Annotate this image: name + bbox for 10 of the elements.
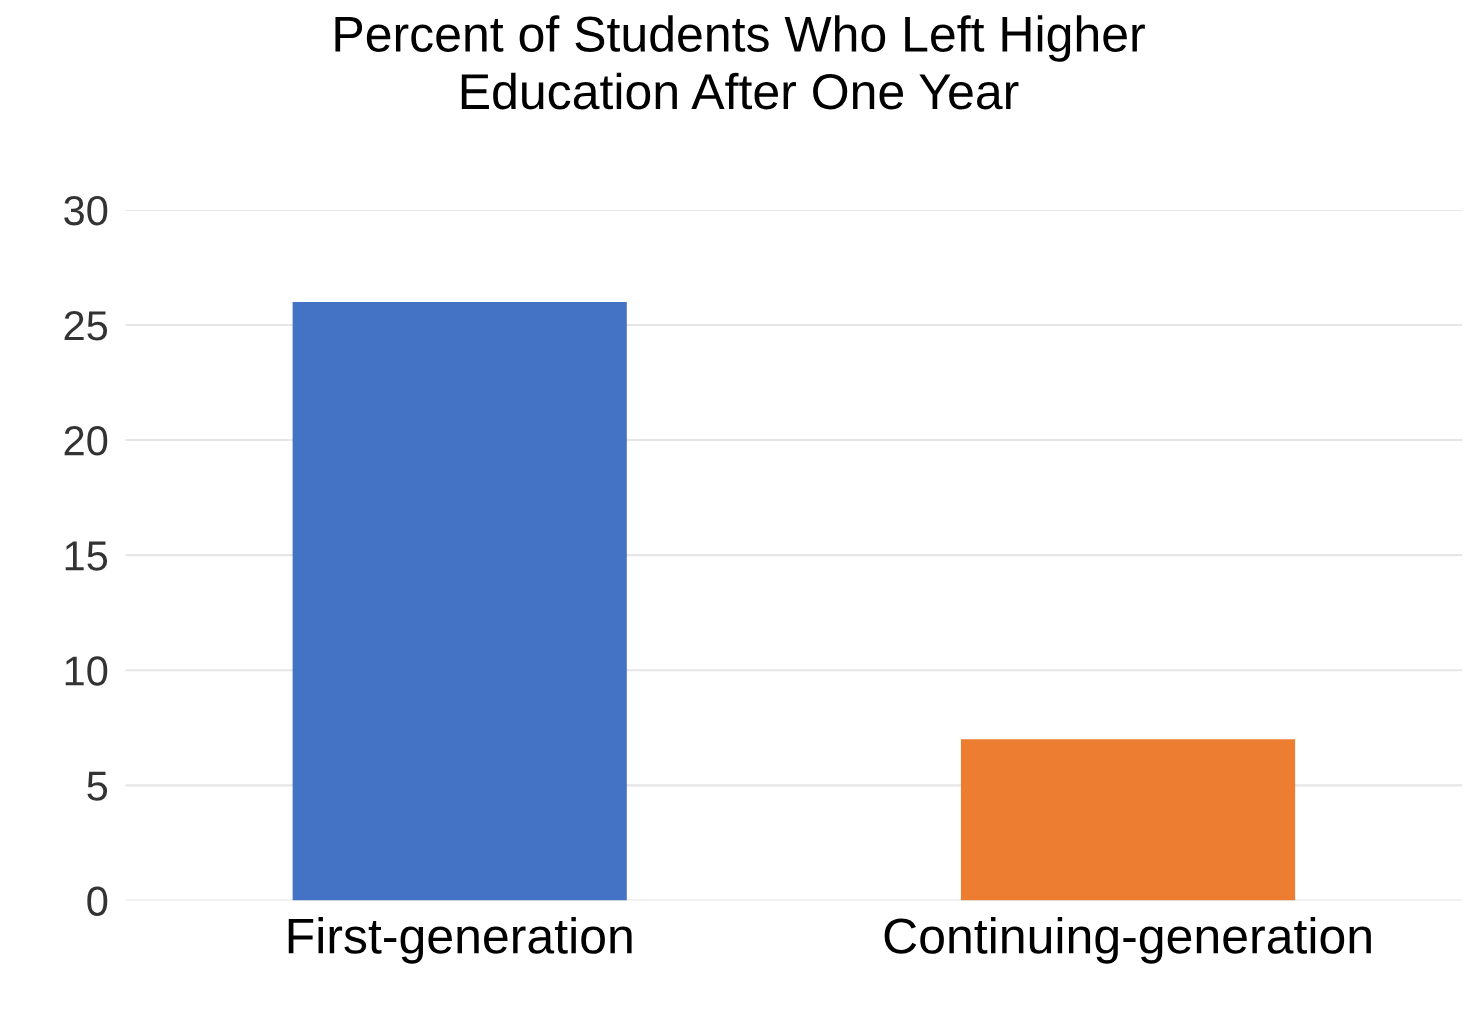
y-tick-label: 30 (64, 195, 108, 226)
x-tick-label: First-generation (288, 917, 632, 964)
x-tick-label: Continuing-generation (884, 917, 1371, 964)
y-tick-label: 15 (65, 541, 108, 571)
y-tick-label: 10 (65, 656, 108, 686)
y-tick-label: 20 (64, 426, 108, 456)
y-tick-label: 0 (87, 886, 108, 916)
y-tick-label: 25 (64, 310, 108, 341)
chart-title: Percent of Students Who Left Higher Education After One Year (335, 15, 1145, 110)
y-tick-label: 5 (87, 771, 108, 801)
